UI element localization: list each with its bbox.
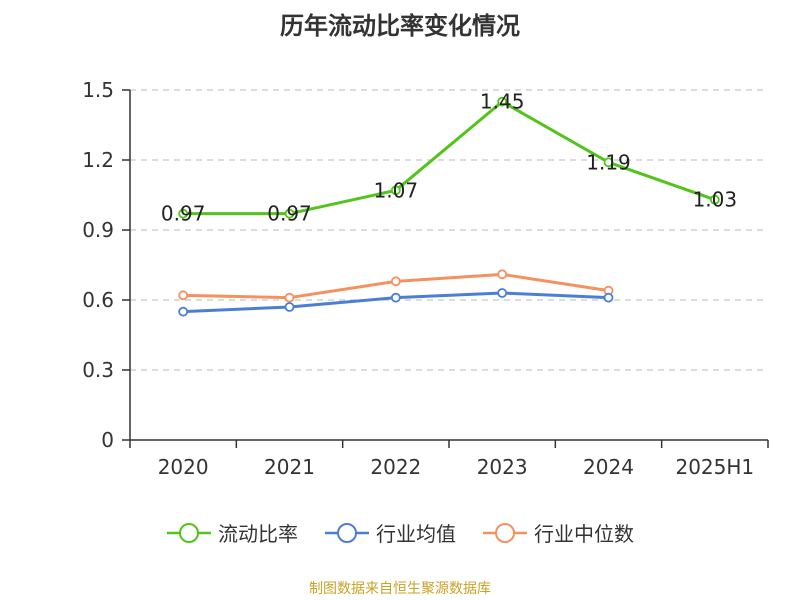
data-point (390, 276, 401, 287)
legend-label: 流动比率 (218, 522, 298, 546)
data-point (178, 208, 189, 219)
y-tick-label: 1.5 (82, 78, 114, 102)
legend-swatch-icon (325, 522, 369, 543)
y-tick-label: 1.2 (82, 148, 114, 172)
data-point (284, 302, 295, 312)
x-tick-label: 2025H1 (675, 455, 754, 479)
y-tick-label: 0.9 (82, 218, 114, 242)
x-tick-label: 2020 (158, 455, 209, 479)
chart-title: 历年流动比率变化情况 (280, 12, 520, 40)
data-point (497, 96, 508, 107)
data-point (709, 194, 720, 205)
data-label: 1.19 (586, 150, 631, 174)
data-point (390, 292, 401, 303)
data-label: 0.97 (161, 202, 206, 226)
x-tick-label: 2023 (477, 455, 528, 479)
data-label: 1.45 (480, 90, 525, 114)
legend-swatch-icon (167, 522, 211, 543)
series-line (183, 100, 716, 216)
data-point (284, 292, 295, 303)
legend-item[interactable]: 行业均值 (324, 518, 456, 547)
x-tick-label: 2024 (583, 455, 634, 479)
y-tick-label: 0 (101, 428, 114, 452)
data-point (284, 208, 295, 219)
data-point (603, 292, 614, 303)
data-point (497, 269, 508, 280)
data-point (390, 185, 401, 196)
data-label: 1.03 (693, 188, 738, 212)
data-point (178, 306, 189, 317)
source-note: 制图数据来自恒生聚源数据库 (309, 581, 491, 597)
chart-legend: 流动比率 行业均值 行业中位数 (0, 518, 800, 547)
y-tick-label: 0.3 (82, 358, 114, 382)
data-point (497, 288, 508, 298)
y-tick-label: 0.6 (82, 288, 114, 312)
x-tick-label: 2022 (370, 455, 421, 479)
data-point (178, 290, 189, 301)
legend-label: 行业中位数 (534, 522, 634, 546)
x-tick-label: 2021 (264, 455, 315, 479)
legend-swatch-icon (483, 522, 527, 543)
legend-label: 行业均值 (376, 522, 456, 546)
data-label: 0.97 (267, 202, 312, 226)
legend-item[interactable]: 流动比率 (166, 518, 298, 547)
data-point (603, 157, 614, 168)
data-label: 1.07 (374, 178, 419, 202)
legend-item[interactable]: 行业中位数 (482, 518, 634, 547)
